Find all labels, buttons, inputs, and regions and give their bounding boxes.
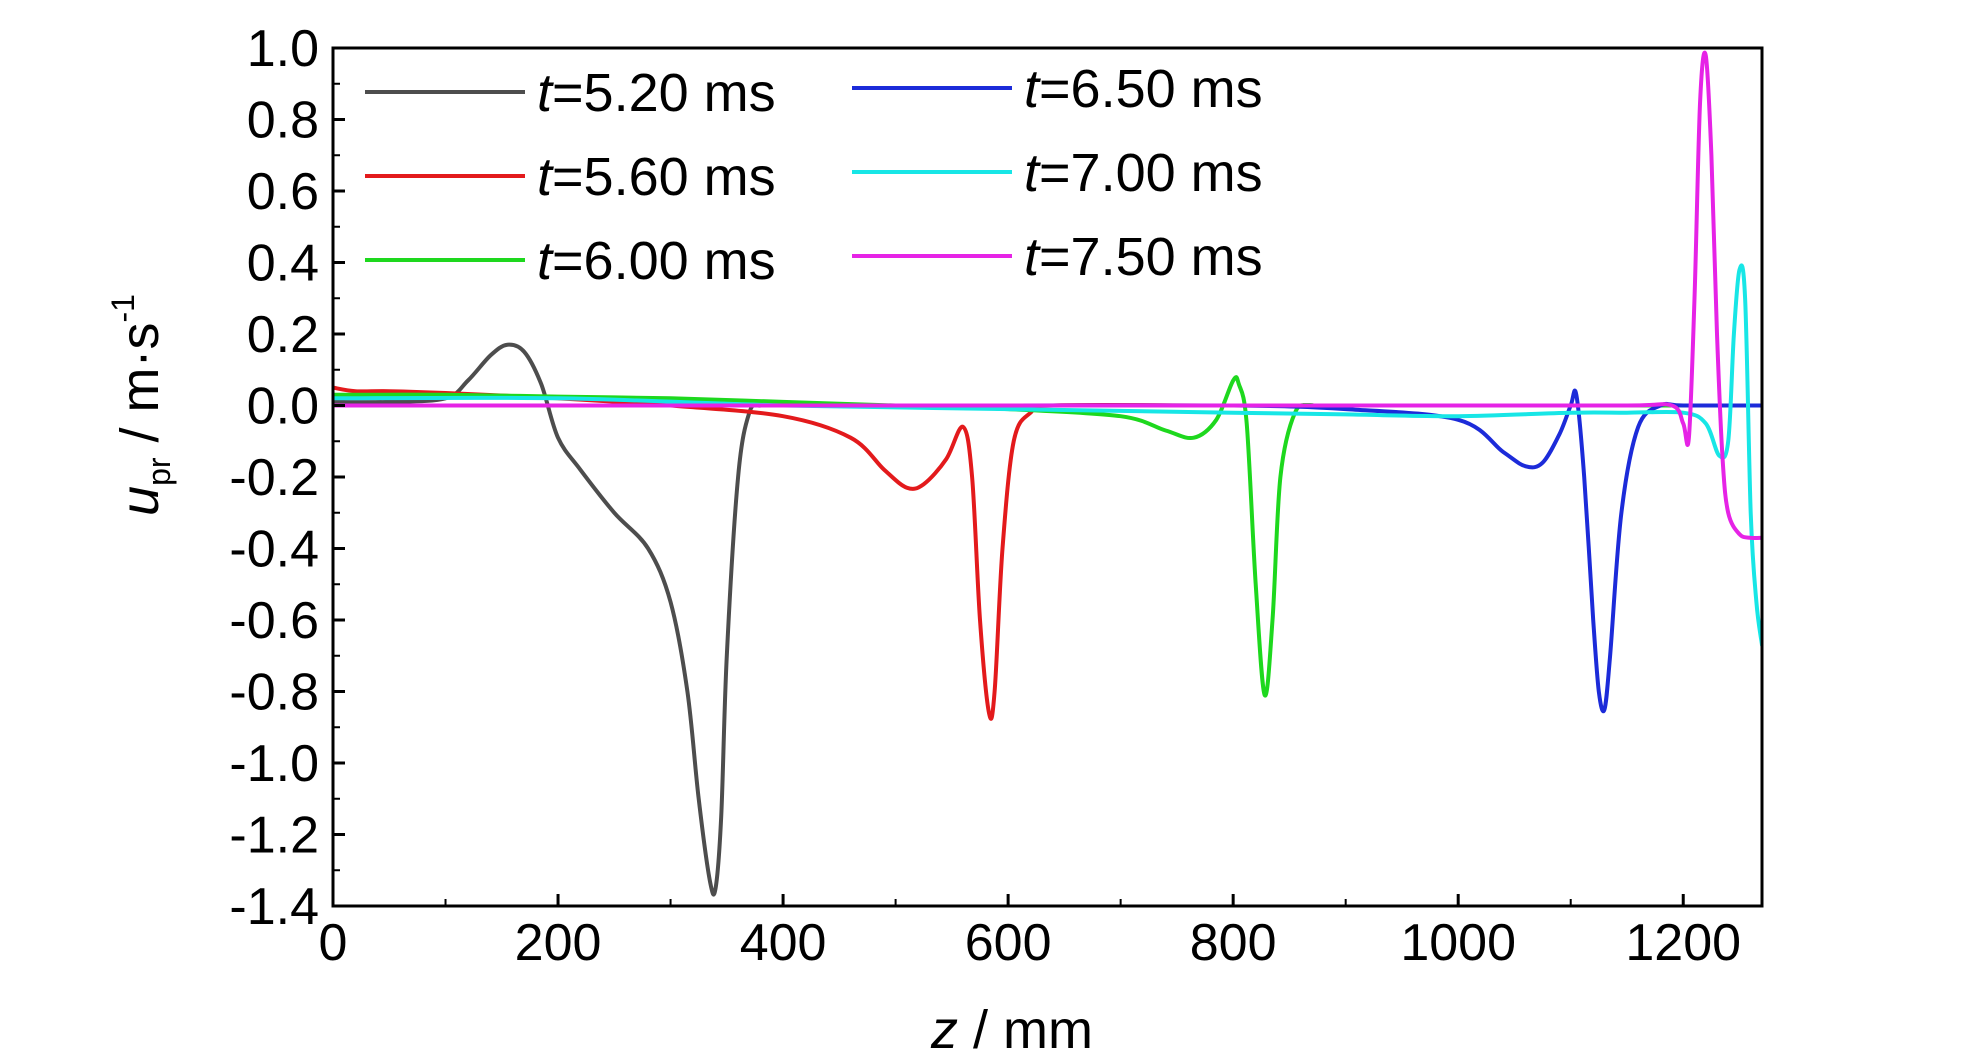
y-axis-title-superscript: -1: [105, 294, 141, 322]
legend-label: t=5.20 ms: [537, 63, 776, 123]
y-tick-label: -0.8: [229, 664, 319, 722]
y-tick-label: -0.6: [229, 592, 319, 650]
x-axis-title-unit: / mm: [958, 1000, 1093, 1060]
legend-item-6: t=7.50 ms: [852, 227, 1263, 287]
series-line-6: [333, 50, 1762, 541]
legend-item-1: t=5.20 ms: [365, 63, 776, 123]
y-axis-title: upr / m·s-1: [105, 294, 177, 516]
y-axis-title-unit: / m·s: [110, 322, 170, 457]
legend-item-3: t=6.00 ms: [365, 231, 776, 291]
legend-label: t=7.50 ms: [1024, 227, 1263, 287]
y-tick-label: -1.2: [229, 807, 319, 865]
series-layer: [333, 50, 1762, 897]
series-line-2: [333, 385, 1762, 721]
x-tick-label: 600: [965, 914, 1052, 972]
legend-label: t=7.00 ms: [1024, 143, 1263, 203]
legend: t=5.20 ms t=5.60 ms t=6.00 ms t=6.50 ms t=7.…: [365, 59, 1263, 291]
x-tick-label: 400: [740, 914, 827, 972]
y-tick-label: -1.0: [229, 735, 319, 793]
y-tick-label: 0.2: [247, 306, 319, 364]
ticks-layer: 0 200 400 600 800 1000 1200 1.0 0.8 0.6 0.4 0.2 0.0 -…: [229, 20, 1741, 972]
y-tick-label: 1.0: [247, 20, 319, 78]
x-tick-label: 0: [319, 914, 348, 972]
y-axis-title-subscript: pr: [141, 457, 177, 486]
y-tick-label: 0.4: [247, 235, 319, 293]
y-tick-label: -0.2: [229, 449, 319, 507]
y-axis-title-symbol: u: [110, 486, 170, 516]
y-tick-label: -1.4: [229, 878, 319, 936]
x-tick-label: 1000: [1400, 914, 1516, 972]
series-line-4: [333, 388, 1762, 714]
x-axis-title-symbol: z: [930, 1000, 958, 1060]
legend-label: t=6.50 ms: [1024, 59, 1263, 119]
legend-label: t=5.60 ms: [537, 147, 776, 207]
legend-label: t=6.00 ms: [537, 231, 776, 291]
x-tick-label: 200: [515, 914, 602, 972]
y-tick-label: -0.4: [229, 521, 319, 579]
legend-item-5: t=7.00 ms: [852, 143, 1263, 203]
y-tick-label: 0.6: [247, 163, 319, 221]
y-tick-label: 0.0: [247, 378, 319, 436]
legend-item-4: t=6.50 ms: [852, 59, 1263, 119]
legend-item-2: t=5.60 ms: [365, 147, 776, 207]
x-tick-label: 1200: [1625, 914, 1741, 972]
x-tick-label: 800: [1190, 914, 1277, 972]
series-line-3: [333, 375, 1762, 698]
x-axis-title: z / mm: [930, 1000, 1093, 1060]
series-line-1: [333, 342, 1762, 897]
y-tick-label: 0.8: [247, 92, 319, 150]
